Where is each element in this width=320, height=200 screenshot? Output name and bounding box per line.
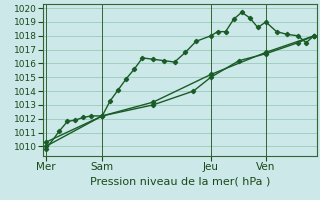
X-axis label: Pression niveau de la mer( hPa ): Pression niveau de la mer( hPa ): [90, 176, 270, 186]
